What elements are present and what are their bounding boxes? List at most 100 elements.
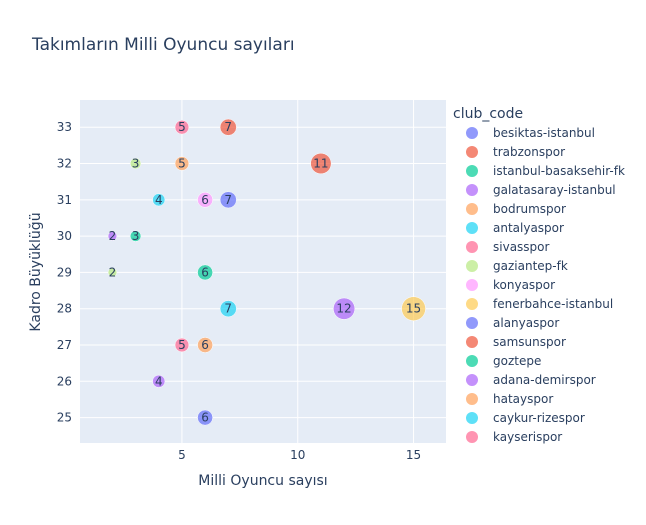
bubble: 4 (152, 193, 166, 207)
bubble-value-label: 5 (178, 157, 186, 171)
x-axis-ticks: 5 10 15 (178, 448, 421, 462)
y-tick-label: 33 (57, 120, 72, 134)
legend-marker (466, 431, 478, 443)
bubble-value-label: 3 (132, 157, 140, 171)
legend-label: kayserispor (493, 430, 562, 444)
legend-marker (466, 412, 478, 424)
x-tick-label: 15 (406, 448, 421, 462)
y-tick-label: 30 (57, 229, 72, 243)
legend-title: club_code (453, 106, 523, 122)
bubble: 15 (401, 296, 426, 321)
legend-item[interactable]: alanyaspor (466, 316, 559, 330)
legend-item[interactable]: galatasaray-istanbul (466, 183, 616, 197)
legend-label: alanyaspor (493, 316, 559, 330)
bubble-marker (107, 267, 118, 278)
bubble-value-label: 2 (109, 229, 117, 243)
bubble-marker (174, 120, 190, 135)
legend-label: besiktas-istanbul (493, 126, 595, 140)
bubble-marker (197, 191, 213, 208)
legend-marker (466, 298, 478, 310)
legend-label: antalyaspor (493, 221, 564, 235)
bubble-value-label: 4 (155, 374, 163, 388)
legend-marker (466, 336, 478, 348)
bubble-marker (197, 264, 213, 281)
legend-label: hatayspor (493, 392, 553, 406)
bubble-value-label: 6 (201, 265, 209, 279)
bubble-marker (174, 156, 190, 171)
legend-label: fenerbahce-istanbul (493, 297, 613, 311)
y-tick-label: 31 (57, 193, 72, 207)
bubble: 6 (197, 191, 213, 208)
legend-label: istanbul-basaksehir-fk (493, 164, 625, 178)
bubble-marker (174, 337, 190, 353)
legend-item[interactable]: besiktas-istanbul (466, 126, 595, 140)
legend-item[interactable]: bodrumspor (466, 202, 566, 216)
legend-item[interactable]: goztepe (466, 354, 541, 368)
bubble-value-label: 5 (178, 120, 186, 134)
legend-marker (466, 317, 478, 329)
legend-marker (466, 184, 478, 196)
bubble: 2 (107, 265, 118, 279)
legend-label: trabzonspor (493, 145, 565, 159)
bubble-marker (129, 230, 142, 242)
y-tick-label: 25 (57, 411, 72, 425)
bubble-marker (310, 152, 332, 175)
legend-label: galatasaray-istanbul (493, 183, 616, 197)
y-tick-label: 32 (57, 157, 72, 171)
bubble-value-label: 6 (201, 411, 209, 425)
legend-item[interactable]: antalyaspor (466, 221, 564, 235)
plot-area (80, 100, 446, 443)
x-tick-label: 10 (290, 448, 305, 462)
legend-label: bodrumspor (493, 202, 566, 216)
bubble-marker (401, 296, 426, 321)
legend-label: caykur-rizespor (493, 411, 585, 425)
bubble-value-label: 7 (224, 193, 232, 207)
legend-label: konyaspor (493, 278, 555, 292)
bubble: 7 (219, 118, 237, 136)
bubble: 7 (219, 300, 237, 318)
legend-marker (466, 203, 478, 215)
bubble-value-label: 12 (336, 302, 351, 316)
legend-item[interactable]: fenerbahce-istanbul (466, 297, 613, 311)
legend-item[interactable]: gaziantep-fk (466, 259, 568, 273)
bubble-value-label: 7 (224, 302, 232, 316)
legend-item[interactable]: hatayspor (466, 392, 553, 406)
bubble-value-label: 5 (178, 338, 186, 352)
legend-marker (466, 127, 478, 139)
bubble-marker (219, 300, 237, 318)
bubble: 3 (129, 229, 142, 243)
bubble: 5 (174, 337, 190, 353)
legend-item[interactable]: trabzonspor (466, 145, 565, 159)
legend-item[interactable]: samsunspor (466, 335, 566, 349)
legend-item[interactable]: adana-demirspor (466, 373, 596, 387)
bubble-value-label: 15 (406, 302, 421, 316)
bubble-value-label: 11 (313, 157, 328, 171)
legend-label: gaziantep-fk (493, 259, 568, 273)
bubble-marker (219, 191, 237, 209)
legend-marker (466, 222, 478, 234)
legend-marker (466, 374, 478, 386)
y-tick-label: 28 (57, 302, 72, 316)
bubble-value-label: 7 (224, 120, 232, 134)
y-tick-label: 27 (57, 338, 72, 352)
chart-title: Takımların Milli Oyuncu sayıları (31, 35, 295, 55)
bubble-value-label: 6 (201, 338, 209, 352)
bubble: 5 (174, 156, 190, 171)
bubble: 6 (197, 337, 213, 353)
bubble-value-label: 4 (155, 193, 163, 207)
y-tick-label: 29 (57, 265, 72, 279)
y-tick-label: 26 (57, 374, 72, 388)
legend-item[interactable]: caykur-rizespor (466, 411, 585, 425)
bubble: 4 (152, 374, 166, 388)
legend-marker (466, 355, 478, 367)
legend-item[interactable]: kayserispor (466, 430, 562, 444)
legend-label: goztepe (493, 354, 541, 368)
legend-item[interactable]: konyaspor (466, 278, 555, 292)
legend-item[interactable]: istanbul-basaksehir-fk (466, 164, 625, 178)
bubble: 6 (197, 409, 213, 426)
legend-item[interactable]: sivasspor (466, 240, 550, 254)
bubble-marker (129, 157, 142, 170)
bubble-value-label: 6 (201, 193, 209, 207)
y-axis-ticks: 25 26 27 28 29 30 31 32 33 (57, 120, 72, 424)
